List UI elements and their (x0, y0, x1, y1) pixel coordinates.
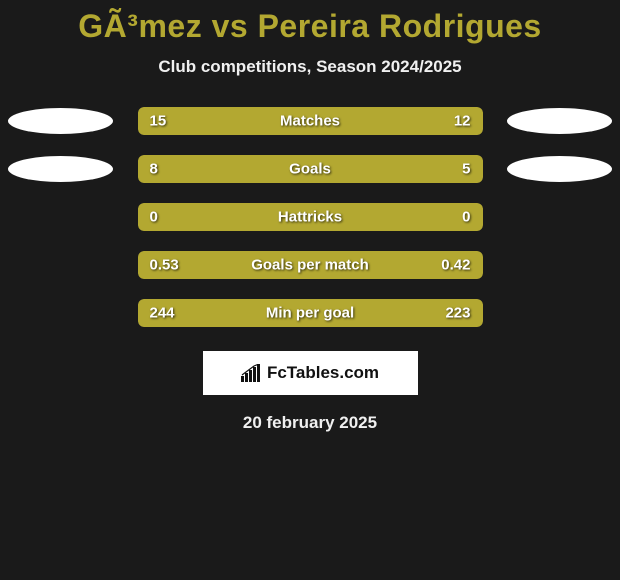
stat-row: 0.53 0.42 Goals per match (0, 251, 620, 279)
player-right-ellipse (507, 108, 612, 134)
stat-bar: 8 5 Goals (138, 155, 483, 183)
stat-bar: 15 12 Matches (138, 107, 483, 135)
stat-value-left: 0.53 (150, 257, 179, 274)
stat-value-left: 8 (150, 161, 158, 178)
player-right-ellipse (507, 156, 612, 182)
stat-row: 244 223 Min per goal (0, 299, 620, 327)
comparison-infographic: GÃ³mez vs Pereira Rodrigues Club competi… (0, 0, 620, 433)
stat-value-right: 223 (445, 305, 470, 322)
stat-row: 0 0 Hattricks (0, 203, 620, 231)
stat-label: Matches (280, 113, 340, 130)
stat-rows: 15 12 Matches 8 5 Goals 0 0 Hattricks 0.53 0.42 Goa… (0, 107, 620, 327)
player-left-ellipse (8, 156, 113, 182)
player-left-ellipse (8, 108, 113, 134)
stat-value-left: 15 (150, 113, 167, 130)
stat-row: 15 12 Matches (0, 107, 620, 135)
chart-bars-icon (241, 364, 261, 382)
stat-row: 8 5 Goals (0, 155, 620, 183)
stat-value-right: 0 (462, 209, 470, 226)
stat-bar: 0 0 Hattricks (138, 203, 483, 231)
date-label: 20 february 2025 (0, 413, 620, 433)
stat-label: Hattricks (278, 209, 342, 226)
brand-box: FcTables.com (203, 351, 418, 395)
stat-value-left: 244 (150, 305, 175, 322)
stat-label: Goals (289, 161, 331, 178)
stat-value-right: 5 (462, 161, 470, 178)
subtitle: Club competitions, Season 2024/2025 (0, 57, 620, 77)
stat-bar: 244 223 Min per goal (138, 299, 483, 327)
stat-bar: 0.53 0.42 Goals per match (138, 251, 483, 279)
stat-label: Min per goal (266, 305, 354, 322)
page-title: GÃ³mez vs Pereira Rodrigues (0, 8, 620, 45)
stat-value-right: 0.42 (441, 257, 470, 274)
stat-label: Goals per match (251, 257, 369, 274)
stat-value-right: 12 (454, 113, 471, 130)
brand-label: FcTables.com (267, 363, 379, 383)
stat-value-left: 0 (150, 209, 158, 226)
